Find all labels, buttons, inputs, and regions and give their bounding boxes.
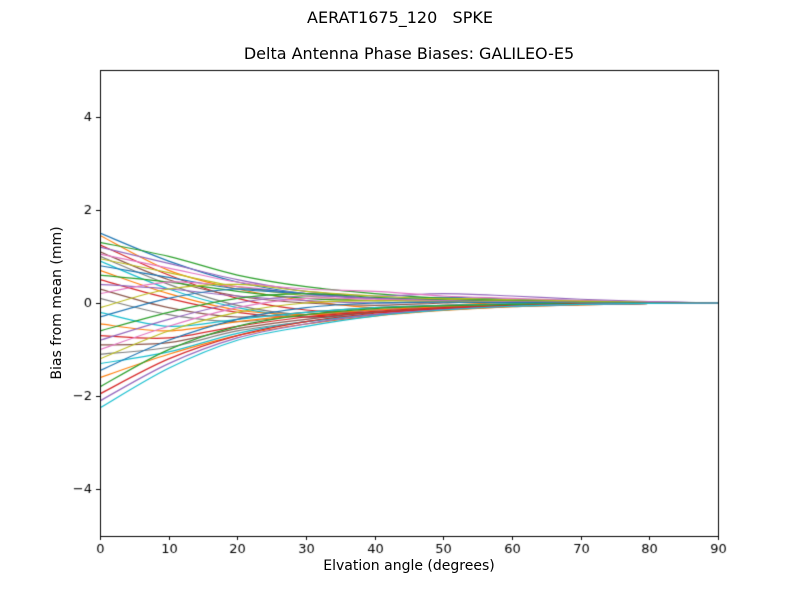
y-axis-label: Bias from mean (mm) (49, 226, 65, 380)
axes-title: Delta Antenna Phase Biases: GALILEO-E5 (243, 44, 575, 63)
figure-suptitle: AERAT1675_120 SPKE (307, 8, 493, 27)
x-axis-label: Elvation angle (degrees) (323, 558, 495, 574)
